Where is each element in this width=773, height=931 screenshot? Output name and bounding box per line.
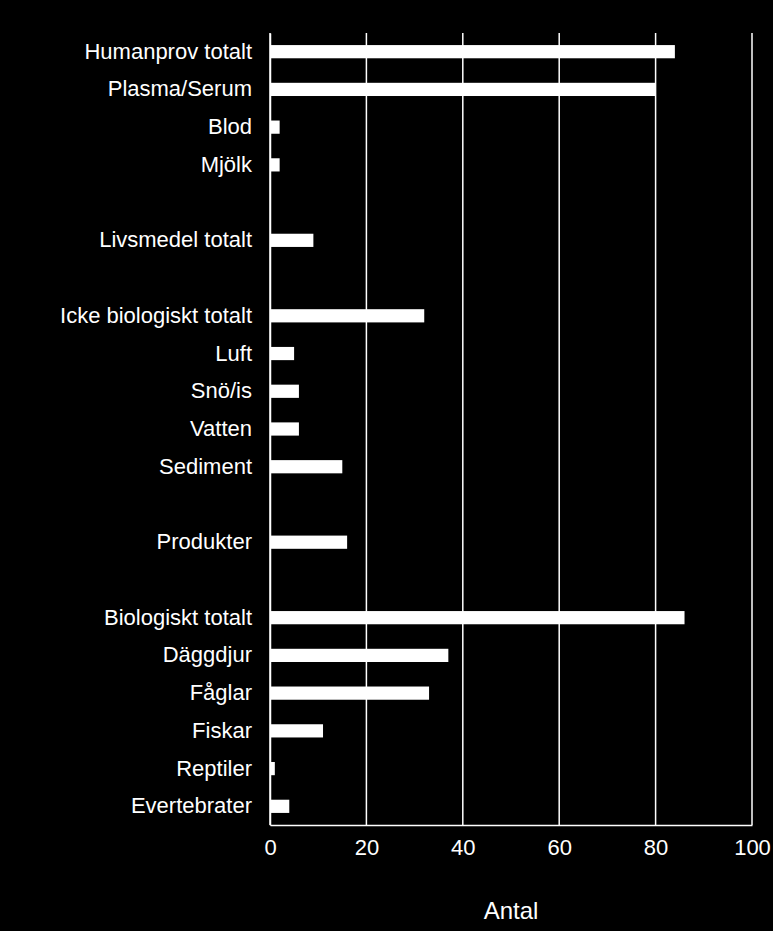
x-tick-label: 100	[734, 835, 771, 860]
background	[0, 0, 773, 931]
y-tick-label: Mjölk	[201, 152, 253, 177]
bar	[270, 536, 347, 549]
y-axis: Humanprov totalt Plasma/Serum Blod Mjölk Liv…	[60, 34, 270, 826]
x-axis: 0 20 40 60 80 100	[264, 825, 770, 860]
grid	[270, 33, 752, 825]
x-axis-title: Antal	[484, 897, 539, 924]
x-tick: 60	[547, 825, 571, 860]
bar	[270, 649, 448, 662]
y-tick-label: Fiskar	[192, 718, 252, 743]
bar	[270, 687, 429, 700]
y-tick: Mjölk	[201, 152, 270, 177]
y-tick: Däggdjur	[163, 642, 270, 667]
x-tick-label: 0	[264, 835, 276, 860]
grid-line	[655, 33, 657, 825]
y-tick-label: Sediment	[159, 454, 252, 479]
y-tick-label: Däggdjur	[163, 642, 252, 667]
grid-line	[462, 33, 464, 825]
bar	[270, 83, 656, 96]
y-axis-line	[270, 34, 272, 826]
y-tick-label: Biologiskt totalt	[104, 605, 252, 630]
y-tick-label: Snö/is	[191, 378, 252, 403]
bar	[270, 422, 299, 435]
bar	[270, 121, 280, 134]
bar	[270, 158, 280, 171]
y-tick: Vatten	[190, 416, 270, 441]
x-tick: 80	[644, 825, 668, 860]
y-tick: Luft	[215, 341, 270, 366]
bars	[270, 45, 685, 813]
x-tick: 0	[264, 825, 276, 860]
y-tick: Blod	[208, 114, 270, 139]
y-tick-label: Plasma/Serum	[108, 76, 252, 101]
y-tick-label: Evertebrater	[131, 793, 252, 818]
y-tick: Biologiskt totalt	[104, 605, 270, 630]
y-tick-label: Humanprov totalt	[84, 39, 252, 64]
grid-line	[269, 33, 271, 825]
x-tick-label: 40	[451, 835, 475, 860]
y-tick: Reptiler	[176, 756, 270, 781]
bar	[270, 724, 323, 737]
x-tick-label: 80	[644, 835, 668, 860]
y-tick-label: Blod	[208, 114, 252, 139]
bar	[270, 45, 675, 58]
y-tick: Plasma/Serum	[108, 76, 270, 101]
y-tick-label: Vatten	[190, 416, 252, 441]
y-tick: Sediment	[159, 454, 270, 479]
y-tick: Snö/is	[191, 378, 270, 403]
x-tick: 40	[451, 825, 475, 860]
x-tick: 20	[355, 825, 379, 860]
bar	[270, 385, 299, 398]
x-tick-label: 20	[355, 835, 379, 860]
chart: 0 20 40 60 80 100 Humanprov totalt Plasma/Serum…	[0, 0, 773, 931]
bar	[270, 309, 424, 322]
y-tick-label: Luft	[215, 341, 252, 366]
y-tick: Livsmedel totalt	[99, 227, 270, 252]
bar	[270, 234, 313, 247]
x-tick: 100	[734, 825, 771, 860]
x-tick-label: 60	[547, 835, 571, 860]
y-tick: Fiskar	[192, 718, 270, 743]
y-tick-label: Produkter	[157, 529, 252, 554]
y-tick-label: Reptiler	[176, 756, 252, 781]
y-tick-label: Icke biologiskt totalt	[60, 303, 252, 328]
grid-line	[366, 33, 368, 825]
y-tick-label: Fåglar	[190, 680, 252, 705]
grid-line	[751, 33, 753, 825]
y-tick: Humanprov totalt	[84, 39, 270, 64]
grid-line	[558, 33, 560, 825]
y-tick: Evertebrater	[131, 793, 270, 818]
bar	[270, 460, 342, 473]
y-tick-label: Livsmedel totalt	[99, 227, 252, 252]
y-tick: Produkter	[157, 529, 270, 554]
bar	[270, 800, 289, 813]
y-tick: Fåglar	[190, 680, 270, 705]
x-axis-line	[271, 825, 753, 827]
y-tick: Icke biologiskt totalt	[60, 303, 270, 328]
bar	[270, 347, 294, 360]
plot: 0 20 40 60 80 100 Humanprov totalt Plasma/Serum…	[60, 33, 771, 860]
bar	[270, 611, 685, 624]
